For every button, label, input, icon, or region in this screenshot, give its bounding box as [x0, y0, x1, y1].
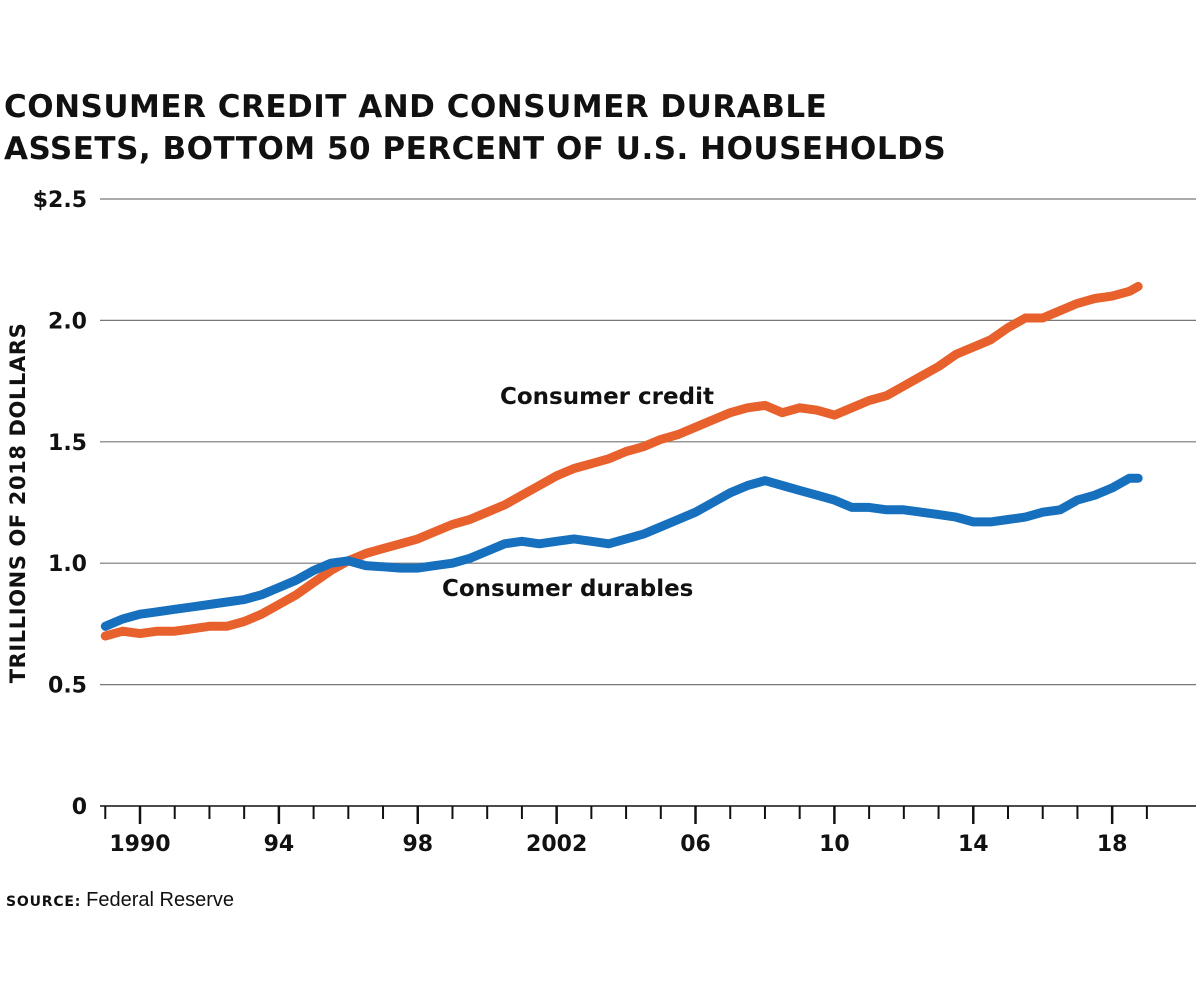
source-note: SOURCE: Federal Reserve: [6, 889, 234, 912]
chart-title-line-1: CONSUMER CREDIT AND CONSUMER DURABLE: [4, 89, 828, 125]
grid-lines: [100, 198, 1196, 807]
x-tick-label: 18: [1097, 832, 1128, 857]
x-axis: [104, 806, 1148, 824]
y-tick-label: 1.0: [48, 552, 87, 577]
tick-labels: 0 0.5 1.0 1.5 2.0 $2.5 1990 94 98 2002 06 10 14 18 Con…: [33, 188, 1128, 857]
series-label-consumer-credit: Consumer credit: [500, 384, 714, 410]
y-tick-label: 0.5: [48, 674, 87, 699]
chart-title-line-2: ASSETS, BOTTOM 50 PERCENT OF U.S. HOUSEH…: [4, 131, 947, 167]
y-tick-label: 1.5: [48, 431, 87, 456]
y-tick-label: $2.5: [33, 188, 87, 213]
x-tick-label: 06: [680, 832, 711, 857]
x-tick-label: 1990: [109, 832, 170, 857]
series-label-consumer-durables: Consumer durables: [442, 576, 693, 602]
y-tick-label: 2.0: [48, 309, 87, 334]
series-line-consumer-credit: [100, 281, 1143, 641]
y-axis-title: TRILLIONS OF 2018 DOLLARS: [6, 323, 30, 684]
source-label: SOURCE:: [6, 894, 82, 910]
y-axis-title-group: TRILLIONS OF 2018 DOLLARS: [6, 323, 30, 684]
x-tick-label: 98: [402, 832, 433, 857]
x-tick-label: 10: [819, 832, 850, 857]
x-tick-label: 14: [958, 832, 989, 857]
x-tick-label: 94: [264, 832, 295, 857]
chart-title: CONSUMER CREDIT AND CONSUMER DURABLE ASS…: [4, 86, 1154, 170]
series-lines: [100, 281, 1143, 641]
x-tick-label: 2002: [526, 832, 587, 857]
y-tick-label: 0: [72, 795, 87, 820]
source-text: Federal Reserve: [86, 889, 235, 911]
series-line-consumer-durables: [100, 473, 1143, 631]
